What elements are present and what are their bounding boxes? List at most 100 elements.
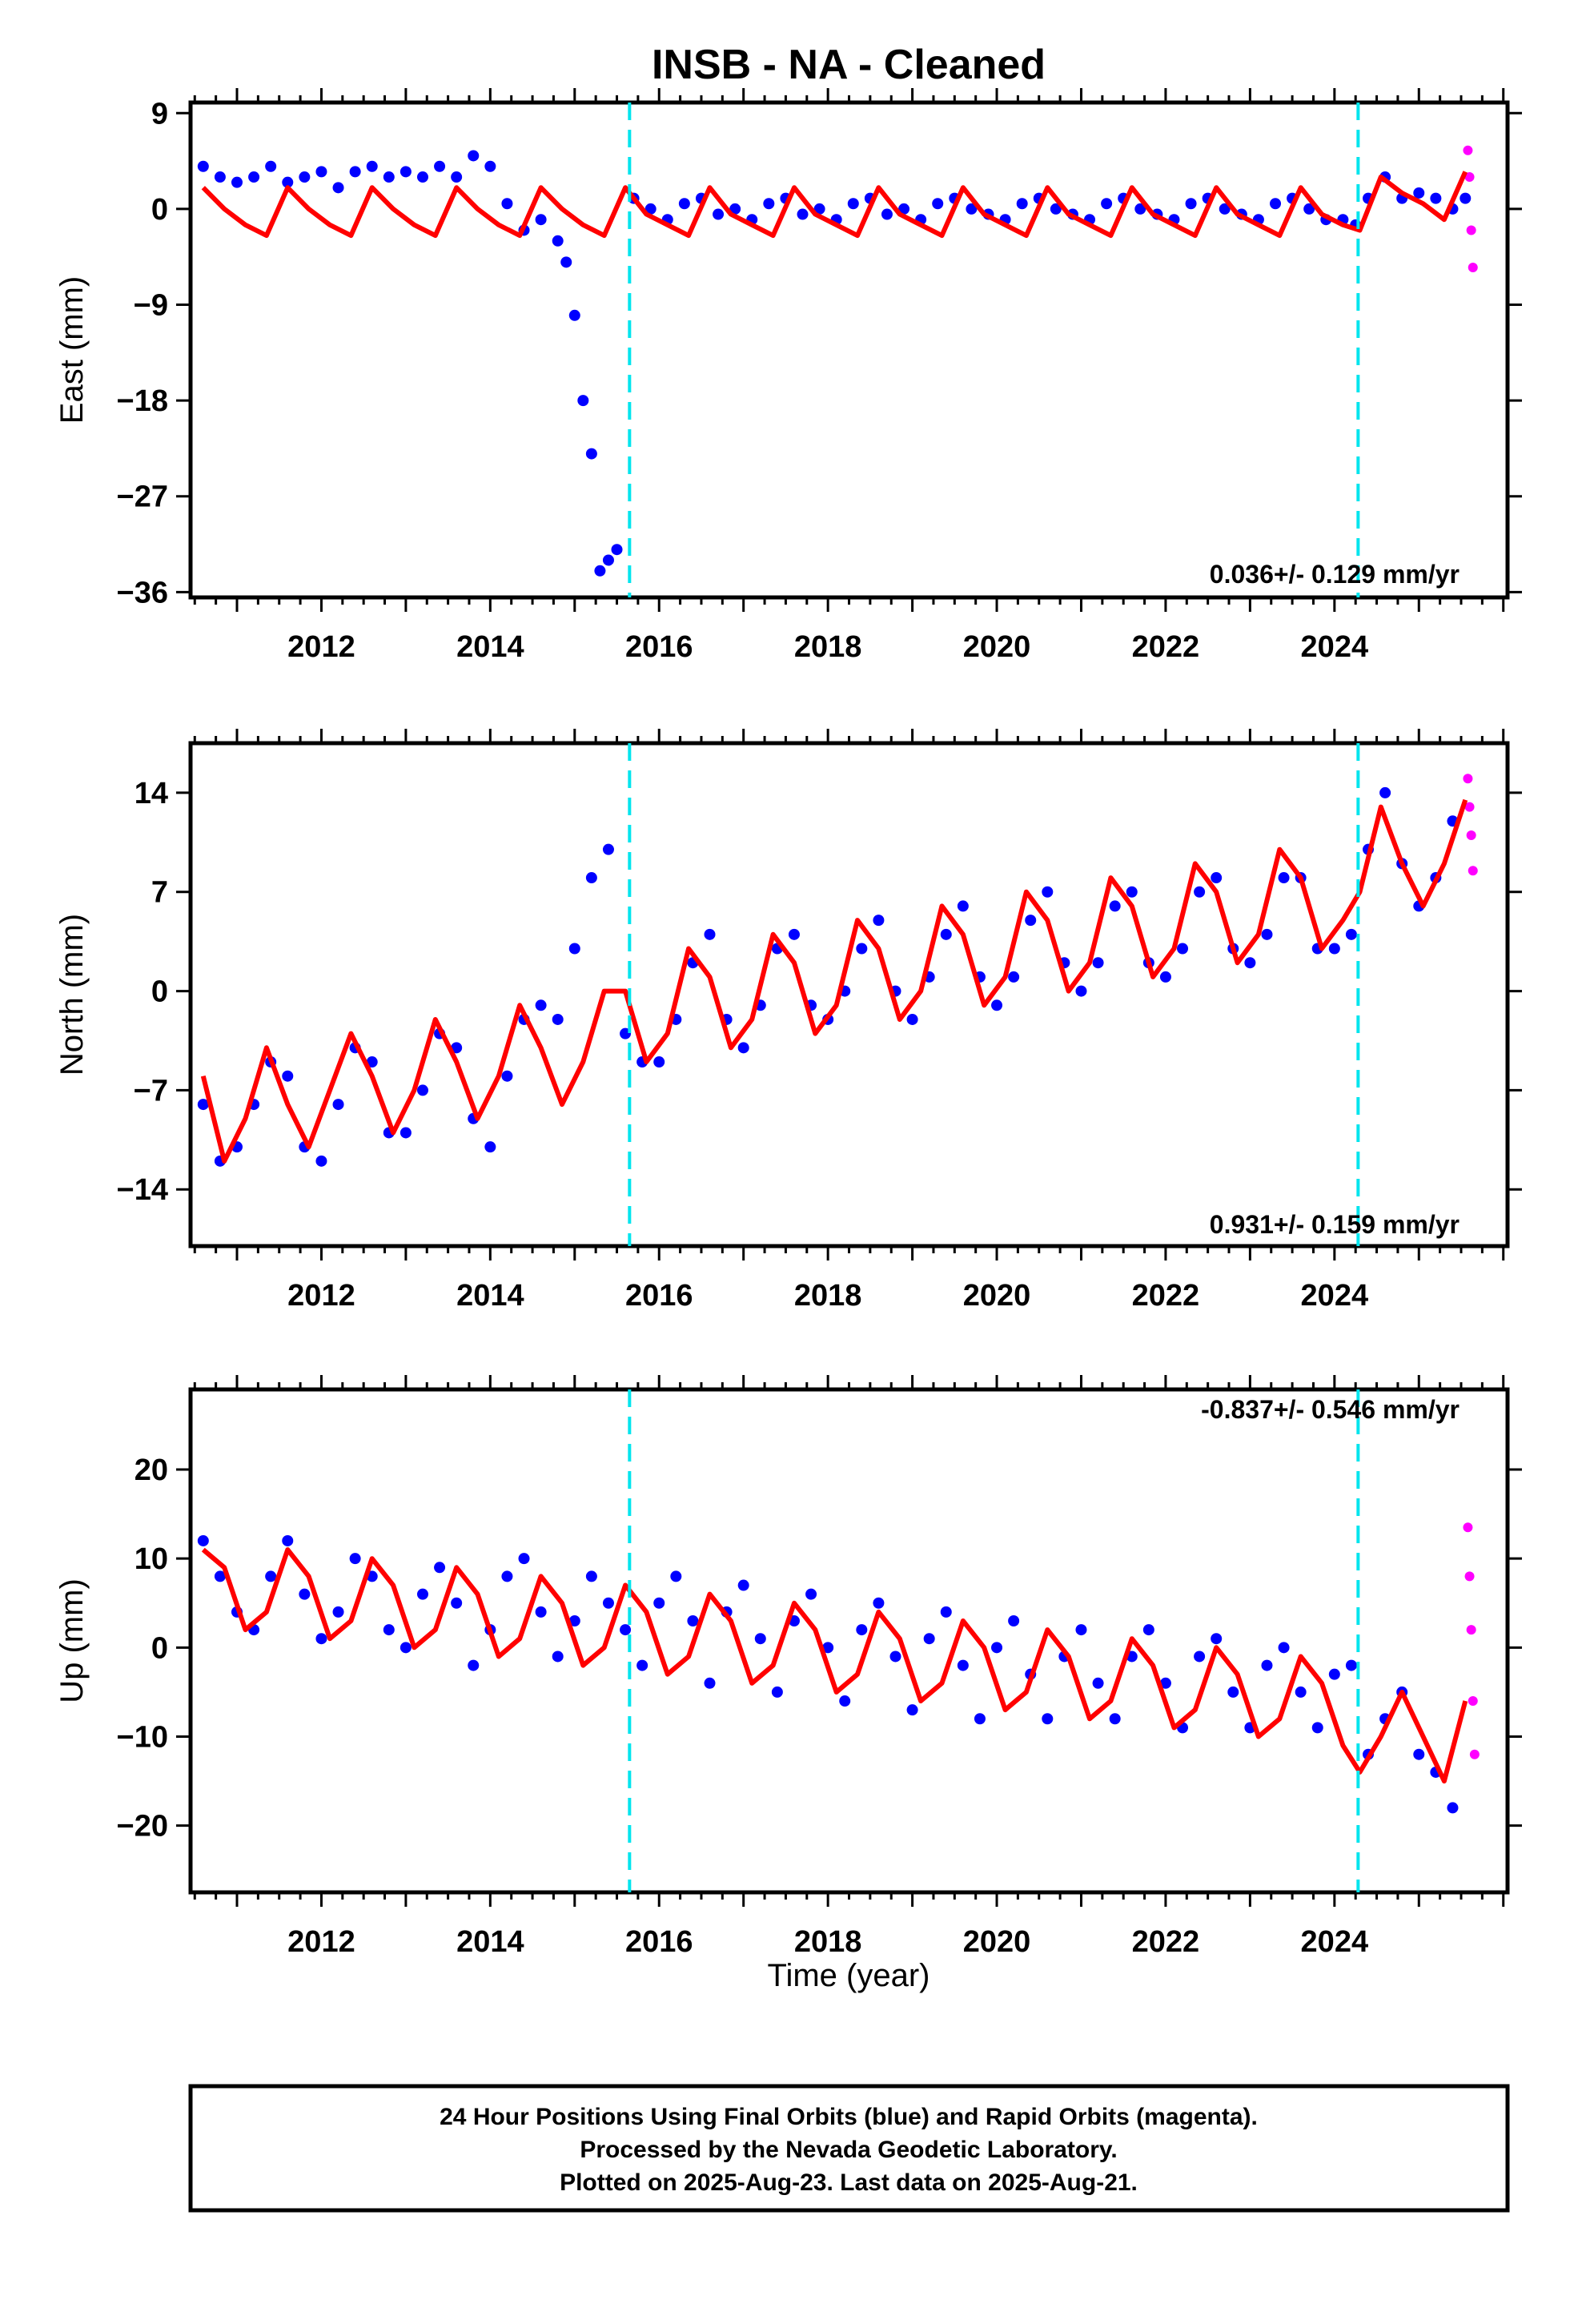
final-orbit-point	[349, 166, 361, 178]
x-tick-label: 2016	[625, 1925, 693, 1959]
final-orbit-point	[594, 565, 606, 577]
final-orbit-point	[805, 1588, 817, 1600]
final-orbit-point	[1025, 915, 1037, 927]
final-orbit-point	[400, 1127, 412, 1139]
final-orbit-point	[1134, 203, 1146, 215]
x-tick-label: 2012	[287, 630, 355, 664]
final-orbit-point	[518, 1553, 530, 1565]
final-orbit-point	[771, 1686, 783, 1698]
final-orbit-point	[585, 1570, 597, 1582]
final-orbit-point	[1177, 943, 1189, 955]
final-orbit-point	[197, 1534, 209, 1546]
y-tick-label: −10	[117, 1720, 168, 1754]
final-orbit-point	[839, 1695, 851, 1707]
y-tick-label: −18	[117, 384, 168, 418]
y-axis-label: North (mm)	[54, 914, 90, 1076]
final-orbit-point	[197, 1099, 209, 1111]
rapid-orbit-point	[1463, 774, 1473, 784]
y-tick-label: −9	[134, 289, 168, 323]
footer-box	[188, 2084, 1510, 2213]
rapid-orbit-point	[1468, 866, 1478, 876]
final-orbit-point	[501, 198, 513, 210]
final-orbit-point	[1075, 1624, 1087, 1636]
final-orbit-point	[678, 198, 690, 210]
east-panel: 2012 2014 2016 2018 2020 2022 2024 9 0 −9 −18 −27 −3…	[54, 88, 1522, 664]
final-orbit-point	[265, 160, 277, 172]
final-orbit-point	[602, 554, 614, 566]
plot-area	[197, 1522, 1480, 1814]
final-orbit-point	[873, 915, 885, 927]
final-orbit-point	[1211, 872, 1223, 884]
final-orbit-point	[1109, 1713, 1121, 1725]
final-orbit-point	[552, 235, 564, 247]
y-tick-label: 7	[151, 876, 168, 910]
final-orbit-point	[1311, 1722, 1323, 1734]
final-orbit-point	[1008, 1614, 1020, 1626]
rapid-orbit-point	[1468, 1696, 1478, 1707]
final-orbit-point	[1278, 872, 1290, 884]
final-orbit-point	[856, 943, 868, 955]
x-tick-label: 2014	[456, 630, 524, 664]
final-orbit-point	[797, 208, 809, 220]
y-tick-label: 20	[135, 1454, 168, 1487]
rapid-orbit-point	[1463, 1522, 1473, 1533]
final-orbit-point	[468, 1659, 480, 1671]
final-orbit-point	[332, 1606, 344, 1618]
x-tick-label: 2022	[1132, 1925, 1200, 1959]
final-orbit-point	[1101, 198, 1113, 210]
final-orbit-point	[434, 1562, 446, 1574]
final-orbit-point	[898, 203, 910, 215]
y-tick-label: 0	[151, 1631, 168, 1665]
final-orbit-point	[1345, 1659, 1357, 1671]
x-tick-label: 2022	[1132, 1279, 1200, 1313]
final-orbit-point	[636, 1659, 648, 1671]
rapid-orbit-point	[1469, 1749, 1480, 1759]
final-orbit-point	[906, 1013, 918, 1025]
final-orbit-point	[1447, 1802, 1459, 1814]
final-orbit-point	[484, 1141, 496, 1153]
final-orbit-point	[873, 1597, 885, 1609]
final-orbit-point	[1042, 886, 1054, 898]
final-orbit-point	[366, 1056, 378, 1068]
rapid-orbit-point	[1464, 1571, 1475, 1582]
final-orbit-point	[1430, 192, 1442, 204]
final-orbit-point	[1261, 1659, 1273, 1671]
x-tick-label: 2012	[287, 1279, 355, 1313]
final-orbit-point	[1075, 985, 1087, 997]
final-orbit-point	[620, 1624, 632, 1636]
north-panel: 2012 2014 2016 2018 2020 2022 2024 14 7 0 −7 −14 Nor…	[54, 729, 1522, 1313]
rapid-orbit-point	[1463, 145, 1473, 155]
final-orbit-point	[687, 1614, 699, 1626]
footer-line-2: Processed by the Nevada Geodetic Laborat…	[580, 2137, 1117, 2163]
final-orbit-point	[451, 171, 463, 183]
final-orbit-point	[585, 872, 597, 884]
final-orbit-point	[1270, 198, 1282, 210]
velocity-label: -0.837+/- 0.546 mm/yr	[1201, 1395, 1460, 1424]
final-orbit-point	[552, 1013, 564, 1025]
final-orbit-point	[577, 395, 589, 407]
final-orbit-point	[248, 171, 260, 183]
y-tick-label: −36	[117, 576, 168, 609]
final-orbit-point	[383, 171, 395, 183]
final-orbit-point	[1194, 886, 1206, 898]
final-orbit-point	[974, 1713, 986, 1725]
plot-frame	[188, 1387, 1510, 1895]
rapid-orbit-point	[1468, 263, 1478, 272]
x-tick-label: 2024	[1301, 1925, 1369, 1959]
plot-area	[197, 145, 1478, 577]
final-orbit-point	[299, 171, 311, 183]
final-orbit-point	[754, 1633, 766, 1645]
final-orbit-point	[451, 1042, 463, 1054]
final-orbit-point	[366, 160, 378, 172]
final-orbit-point	[1185, 198, 1197, 210]
final-orbit-point	[1008, 971, 1020, 983]
y-tick-label: 0	[151, 975, 168, 1009]
final-orbit-point	[1379, 786, 1391, 798]
y-tick-label: −27	[117, 480, 168, 514]
final-orbit-point	[1460, 192, 1472, 204]
final-orbit-point	[416, 171, 428, 183]
x-tick-label: 2012	[287, 1925, 355, 1959]
final-orbit-point	[923, 1633, 935, 1645]
final-orbit-point	[468, 150, 480, 162]
final-orbit-point	[1244, 957, 1256, 969]
